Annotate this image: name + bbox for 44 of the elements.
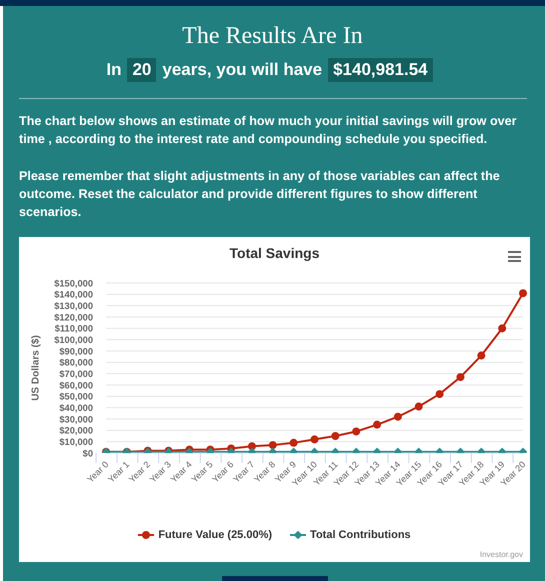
point	[310, 435, 318, 444]
y-tick-label: $60,000	[59, 380, 93, 390]
y-tick-label: $70,000	[59, 368, 93, 379]
y-tick-label: $20,000	[59, 426, 93, 436]
point	[331, 432, 340, 440]
y-tick-label: $50,000	[59, 392, 93, 402]
y-tick-label: $90,000	[59, 346, 93, 356]
point	[290, 438, 298, 447]
point	[268, 441, 277, 450]
y-tick-label: $120,000	[54, 312, 93, 322]
point	[352, 427, 360, 436]
chart-title: Total Savings	[228, 245, 320, 261]
y-tick-label: $150,000	[54, 278, 93, 288]
point	[373, 420, 382, 429]
point	[456, 373, 464, 382]
text: The chart below shows an estimate of how much your initial savings will grow over time , according to the interest rate and compounding schedule you specified.	[19, 113, 518, 148]
text: Please remember that slight adjustments in any of those variables can affect the outcome. Reset the calculator and provide different figures to show different scenarios.	[19, 168, 501, 221]
text: 20	[127, 58, 156, 82]
text: $140,981.54	[328, 58, 433, 82]
legend-label: Total Contributions	[310, 529, 411, 541]
legend-label: Future Value (25.00%)	[158, 529, 272, 541]
y-tick-label: $80,000	[59, 358, 93, 368]
y-tick-label: $10,000	[59, 436, 93, 447]
text: In	[106, 59, 122, 81]
y-tick-label: $0	[82, 448, 93, 458]
x-tick-label: Year 0	[85, 459, 110, 485]
y-tick-label: $140,000	[54, 290, 93, 300]
y-axis-title: US Dollars ($)	[30, 335, 42, 401]
text: years, you will have	[162, 59, 322, 81]
y-tick-label: $40,000	[59, 402, 93, 413]
text: The Results Are In	[181, 22, 364, 51]
y-tick-label: $110,000	[54, 324, 93, 334]
point	[519, 289, 527, 298]
point	[436, 390, 444, 398]
y-tick-label: $30,000	[59, 414, 93, 424]
y-tick-label: $130,000	[54, 300, 93, 311]
text: Investor.gov	[480, 550, 523, 559]
point	[477, 352, 486, 360]
x-tick-label: Year 3	[148, 459, 173, 485]
y-tick-label: $100,000	[54, 334, 93, 345]
point	[414, 402, 423, 411]
point	[394, 412, 402, 421]
x-tick-label: Year 8	[252, 459, 278, 485]
point	[498, 324, 506, 332]
